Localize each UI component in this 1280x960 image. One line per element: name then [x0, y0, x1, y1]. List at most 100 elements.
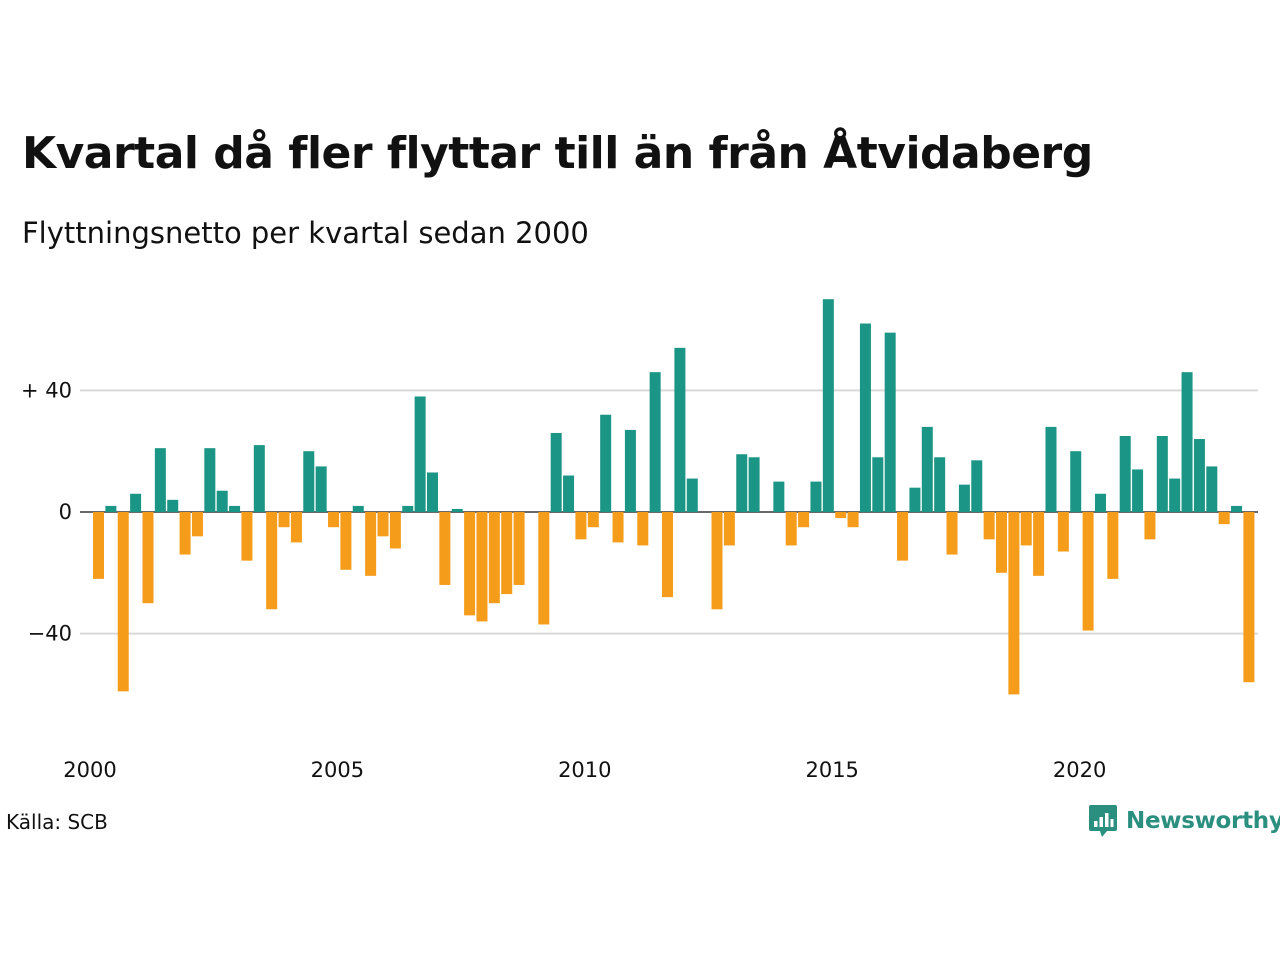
- x-tick-label: 2020: [1053, 758, 1106, 782]
- bar: [389, 512, 401, 549]
- bar: [303, 451, 315, 512]
- bar: [1132, 469, 1144, 512]
- bar: [859, 323, 871, 512]
- bar: [1206, 466, 1218, 512]
- bar: [1156, 436, 1168, 512]
- bar: [958, 484, 970, 512]
- bar: [686, 478, 698, 512]
- bar: [93, 512, 104, 579]
- bar: [402, 505, 414, 512]
- bar: [105, 505, 117, 512]
- bar: [365, 512, 377, 576]
- bar: [1008, 512, 1020, 695]
- bar: [513, 512, 525, 585]
- bar: [179, 512, 191, 555]
- source-note: Källa: SCB: [6, 810, 108, 834]
- bar: [130, 493, 142, 512]
- bar: [946, 512, 958, 555]
- bar: [1070, 451, 1082, 512]
- bar: [229, 505, 241, 512]
- bar: [154, 448, 166, 512]
- x-axis-ticks: 2000 2005 2010 2015 2020: [63, 758, 1106, 782]
- bar: [253, 445, 265, 512]
- bar: [117, 512, 129, 692]
- bar: [1045, 426, 1057, 512]
- chart-title: Kvartal då fler flyttar till än från Åtv…: [22, 128, 1093, 179]
- bar: [1057, 512, 1069, 552]
- bar: [266, 512, 278, 610]
- bar: [748, 457, 760, 512]
- bar: [1119, 436, 1131, 512]
- bar: [921, 426, 933, 512]
- bar: [934, 457, 946, 512]
- bar: [315, 466, 327, 512]
- bar: [649, 372, 661, 512]
- bar: [575, 512, 587, 540]
- bar: [377, 512, 389, 537]
- bar: [328, 512, 340, 528]
- bar: [426, 472, 438, 512]
- bar: [996, 512, 1008, 573]
- bar: [785, 512, 797, 546]
- y-tick-label: 0: [59, 500, 72, 524]
- bar: [464, 512, 476, 616]
- bar: [476, 512, 488, 622]
- bar: [352, 505, 364, 512]
- chart-subtitle: Flyttningsnetto per kvartal sedan 2000: [22, 216, 589, 250]
- bar: [290, 512, 302, 543]
- bar: [884, 332, 896, 512]
- bar: [1181, 372, 1193, 512]
- bar: [501, 512, 513, 595]
- bar: [798, 512, 810, 528]
- newsworthy-logo[interactable]: Newsworthy: [1088, 804, 1280, 838]
- bar: [810, 481, 822, 512]
- x-tick-label: 2015: [805, 758, 858, 782]
- bar: [167, 499, 179, 512]
- bar: [414, 396, 426, 512]
- bar: [451, 508, 463, 512]
- bar: [723, 512, 735, 546]
- bar: [1020, 512, 1032, 546]
- bar: [674, 347, 686, 512]
- bar: [538, 512, 550, 625]
- bar: [1144, 512, 1156, 540]
- bar: [872, 457, 884, 512]
- bar: [1243, 512, 1255, 683]
- brand-name: Newsworthy: [1126, 808, 1280, 834]
- bar: [662, 512, 674, 598]
- bar: [612, 512, 624, 543]
- bar: [563, 475, 575, 512]
- y-axis-ticks: + 40 0 −40: [21, 378, 72, 645]
- bar: [983, 512, 995, 540]
- y-tick-label: + 40: [21, 378, 72, 402]
- x-tick-label: 2005: [311, 758, 364, 782]
- bar: [1033, 512, 1045, 576]
- y-tick-label: −40: [28, 622, 72, 646]
- bar: [909, 487, 921, 512]
- bar: [835, 512, 847, 519]
- bar: [711, 512, 723, 610]
- bar: [216, 490, 228, 512]
- bar: [142, 512, 154, 604]
- bar: [587, 512, 599, 528]
- bar: [736, 454, 748, 512]
- bar: [847, 512, 859, 528]
- bar: [1169, 478, 1181, 512]
- bar: [773, 481, 785, 512]
- bar: [191, 512, 203, 537]
- bar: [278, 512, 290, 528]
- bar: [204, 448, 216, 512]
- bar: [1107, 512, 1119, 579]
- bar: [897, 512, 909, 561]
- bar: [822, 299, 834, 512]
- bar: [600, 414, 612, 512]
- bar: [1193, 439, 1205, 512]
- bar: [241, 512, 253, 561]
- bar: [1082, 512, 1094, 631]
- bar: [488, 512, 500, 604]
- bar: [550, 432, 562, 512]
- x-tick-label: 2000: [63, 758, 116, 782]
- bar: [1231, 505, 1243, 512]
- bar: [1218, 512, 1230, 525]
